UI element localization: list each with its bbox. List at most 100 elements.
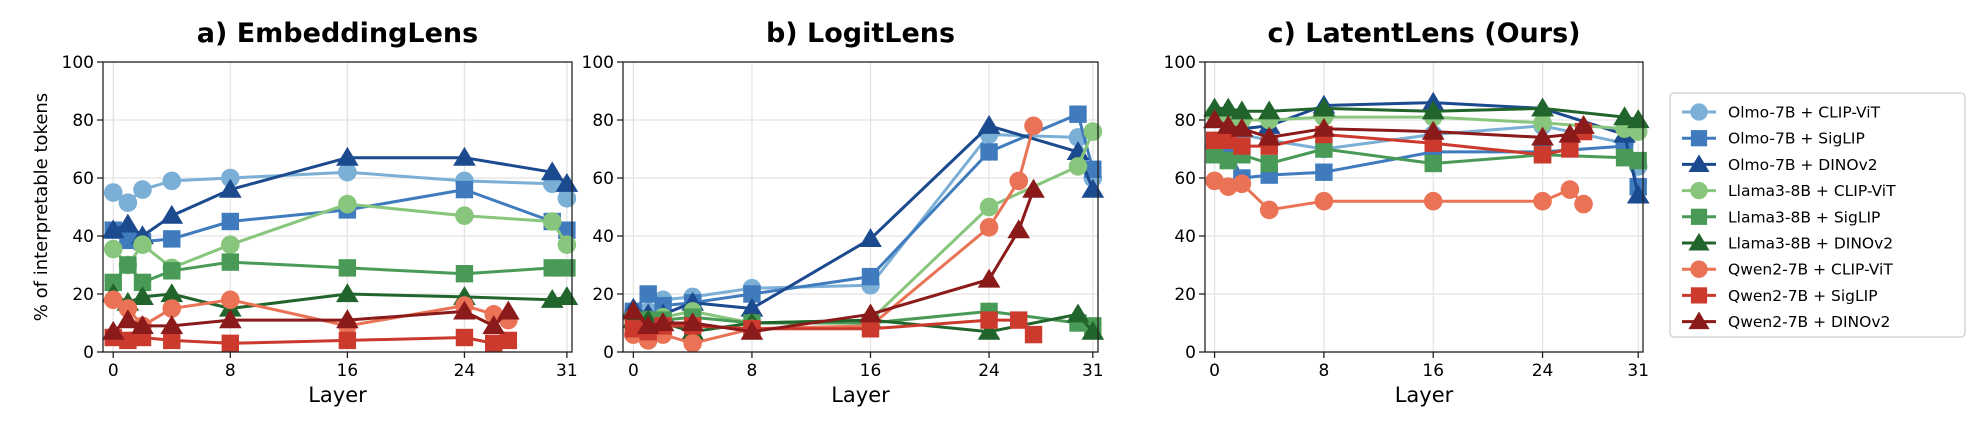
data-point	[1421, 100, 1445, 120]
x-axis-label: Layer	[1395, 383, 1454, 407]
chart-title: a) EmbeddingLens	[197, 18, 478, 49]
data-point	[162, 299, 182, 318]
data-point	[1205, 146, 1224, 164]
data-point	[979, 218, 999, 237]
data-point	[455, 180, 474, 199]
y-tick-label: 40	[1174, 227, 1196, 247]
data-point	[743, 285, 761, 303]
x-tick-label: 8	[1318, 361, 1329, 381]
plot-frame	[102, 61, 573, 353]
data-point	[1629, 151, 1647, 170]
data-point	[133, 235, 152, 254]
data-point	[338, 194, 357, 214]
data-point	[1259, 200, 1279, 220]
data-point	[218, 309, 242, 329]
legend-entry: Olmo-7B + CLIP-ViT	[1682, 103, 1881, 122]
data-point	[1219, 151, 1237, 170]
legend-entry: Llama3-8B + SigLIP	[1682, 208, 1880, 226]
data-point	[160, 283, 184, 303]
legend-marker	[1690, 208, 1708, 225]
data-point	[485, 334, 503, 352]
data-point	[624, 320, 643, 338]
data-point	[1009, 171, 1029, 191]
data-point	[1315, 163, 1333, 181]
legend-label: Qwen2-7B + CLIP-ViT	[1728, 261, 1893, 279]
data-point	[455, 206, 474, 225]
data-point	[977, 320, 1001, 340]
y-tick-label: 20	[592, 285, 614, 305]
data-point	[1626, 109, 1650, 129]
data-point	[977, 268, 1001, 288]
data-point	[1533, 146, 1552, 164]
data-point	[116, 213, 140, 233]
data-point	[1205, 131, 1224, 149]
data-point	[482, 315, 506, 334]
data-point	[1069, 105, 1087, 123]
legend-label: Qwen2-7B + DINOv2	[1728, 313, 1890, 331]
data-point	[118, 193, 138, 212]
y-tick-label: 100	[582, 53, 614, 73]
data-point	[1424, 154, 1442, 173]
legend-marker	[1688, 154, 1710, 172]
data-point	[861, 267, 880, 286]
data-point	[218, 178, 242, 198]
legend-entry: Qwen2-7B + CLIP-ViT	[1682, 260, 1893, 279]
data-point	[543, 259, 561, 277]
series-olmo-7b-clip-vit	[624, 125, 1103, 321]
data-point	[1312, 117, 1336, 137]
x-tick-label: 24	[978, 361, 1000, 381]
panel-3: 0 20 40 60 80 100 0 8 16 24 31 c) LatentLens (Ours)…	[1164, 18, 1650, 407]
y-tick-label: 80	[72, 111, 94, 131]
data-point	[1533, 113, 1552, 133]
plot-frame	[622, 61, 1099, 353]
data-point	[1260, 154, 1278, 173]
data-point	[131, 286, 154, 305]
data-point	[1230, 100, 1254, 120]
data-point	[221, 168, 240, 188]
data-point	[1230, 117, 1254, 137]
data-point	[160, 315, 184, 334]
legend-entry: Qwen2-7B + DINOv2	[1682, 311, 1890, 331]
y-tick-label: 0	[83, 343, 94, 363]
data-point	[101, 320, 125, 340]
data-point	[455, 328, 474, 347]
y-tick-label: 0	[1185, 343, 1196, 363]
data-point	[103, 239, 123, 259]
data-point	[163, 331, 181, 350]
data-point	[336, 146, 359, 166]
x-tick-label: 16	[337, 361, 359, 381]
series-qwen2-7b-dinov2	[101, 300, 520, 340]
data-point	[558, 259, 576, 277]
data-point	[1007, 219, 1031, 239]
data-point	[639, 285, 657, 303]
data-point	[131, 315, 154, 334]
data-point	[1068, 157, 1088, 176]
data-point	[622, 300, 645, 320]
data-point	[336, 283, 359, 303]
data-point	[740, 297, 764, 317]
y-tick-label: 60	[592, 169, 614, 189]
data-point	[1613, 106, 1636, 126]
legend-label: Llama3-8B + DINOv2	[1728, 235, 1893, 253]
data-point	[1423, 191, 1443, 211]
data-point	[977, 115, 1001, 134]
legend-entry: Olmo-7B + SigLIP	[1682, 130, 1865, 148]
data-point	[1024, 325, 1043, 344]
x-tick-label: 31	[556, 361, 578, 381]
data-point	[681, 312, 704, 332]
y-tick-label: 40	[592, 227, 614, 247]
legend-box	[1669, 92, 1966, 338]
data-point	[557, 235, 577, 254]
data-point	[1257, 126, 1281, 146]
series-olmo-7b-dinov2	[101, 146, 579, 245]
data-point	[861, 320, 880, 338]
legend-entry: Llama3-8B + CLIP-ViT	[1682, 181, 1896, 200]
data-point	[453, 146, 476, 166]
data-point	[740, 320, 764, 340]
data-point	[1084, 160, 1102, 178]
y-tick-label: 60	[72, 169, 94, 189]
y-tick-label: 80	[1174, 111, 1196, 131]
legend-label: Olmo-7B + CLIP-ViT	[1728, 104, 1881, 122]
data-point	[1066, 303, 1090, 323]
data-point	[160, 204, 184, 224]
